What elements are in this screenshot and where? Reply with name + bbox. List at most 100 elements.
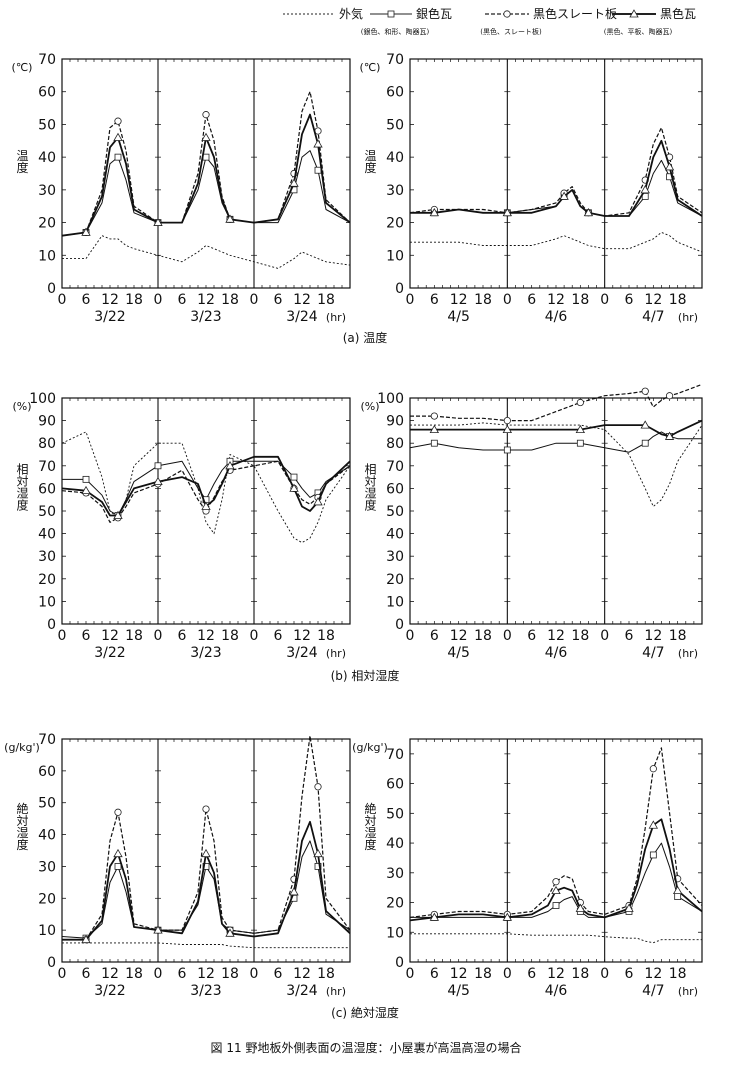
data-point-triangle xyxy=(153,476,163,486)
caption-absolute-humidity: (c) 絶対湿度 xyxy=(331,1005,399,1020)
x-date-label: 3/23 xyxy=(190,645,221,661)
x-tick-label: 12 xyxy=(547,292,565,308)
y-axis-unit: (g/kg') xyxy=(352,741,388,754)
series-line-3 xyxy=(61,113,351,237)
y-axis-label: 温度 xyxy=(15,149,29,173)
x-date-label: 3/24 xyxy=(286,983,318,999)
data-point-square xyxy=(641,439,649,447)
data-point-triangle xyxy=(624,903,634,912)
data-point-triangle xyxy=(583,207,594,217)
y-tick-label: 0 xyxy=(395,617,404,633)
data-point-triangle xyxy=(313,497,323,506)
y-tick-label: 0 xyxy=(47,617,56,633)
data-point-triangle xyxy=(575,424,586,434)
x-tick-label: 18 xyxy=(571,628,589,644)
y-tick-label: 40 xyxy=(38,150,56,166)
x-date-label: 4/7 xyxy=(642,309,665,325)
data-point-triangle xyxy=(113,510,123,519)
series-line-0 xyxy=(61,431,351,544)
y-tick-label: 20 xyxy=(38,216,56,232)
caption-temperature: (a) 温度 xyxy=(343,330,388,345)
legend-label: 銀色瓦 xyxy=(416,7,452,21)
y-tick-label: 100 xyxy=(377,391,404,407)
data-point-triangle xyxy=(502,424,513,434)
x-tick-label: 18 xyxy=(317,966,335,982)
y-tick-label: 50 xyxy=(38,504,56,520)
x-tick-label: 12 xyxy=(197,628,215,644)
data-point-triangle xyxy=(225,928,235,937)
x-tick-label: 0 xyxy=(250,966,259,982)
x-date-label: 3/22 xyxy=(94,983,125,999)
data-point-circle xyxy=(503,416,511,425)
series-line-1 xyxy=(61,840,351,939)
y-tick-label: 100 xyxy=(29,391,56,407)
data-point-circle xyxy=(665,392,674,400)
y-tick-label: 70 xyxy=(38,52,56,68)
legend-marker-triangle xyxy=(629,9,639,18)
data-point-triangle xyxy=(289,178,299,187)
x-tick-label: 12 xyxy=(644,292,662,308)
data-point-triangle xyxy=(225,460,235,470)
y-tick-label: 40 xyxy=(38,828,56,844)
x-tick-label: 12 xyxy=(293,966,311,982)
data-point-square xyxy=(202,153,210,161)
data-point-square xyxy=(114,153,122,161)
caption-relative-humidity: (b) 相対湿度 xyxy=(331,668,400,683)
y-tick-label: 30 xyxy=(386,183,404,199)
y-axis-unit: (℃) xyxy=(360,61,381,74)
y-tick-label: 30 xyxy=(386,866,404,882)
data-point-triangle xyxy=(672,885,683,895)
x-date-label: 3/22 xyxy=(94,309,125,325)
y-tick-label: 20 xyxy=(38,891,56,907)
x-tick-label: 12 xyxy=(101,292,119,308)
x-date-label: 3/22 xyxy=(94,645,125,661)
data-point-circle xyxy=(114,808,122,816)
y-tick-label: 70 xyxy=(38,459,56,475)
data-point-triangle xyxy=(640,185,650,194)
data-point-triangle xyxy=(201,501,211,510)
y-tick-label: 10 xyxy=(38,594,56,610)
series-line-2 xyxy=(410,383,703,422)
series-line-3 xyxy=(410,419,703,438)
x-date-label: 4/5 xyxy=(447,983,470,999)
series-line-3 xyxy=(61,455,351,517)
x-axis-unit: (hr) xyxy=(678,647,698,660)
y-tick-label: 20 xyxy=(386,572,404,588)
data-point-triangle xyxy=(559,191,569,200)
legend-item: 黒色瓦 (黒色、平板、陶器瓦) xyxy=(604,7,696,36)
legend-marker-square xyxy=(387,10,395,18)
x-tick-label: 0 xyxy=(58,966,67,982)
x-date-label: 4/6 xyxy=(545,983,568,999)
y-axis-unit: (g/kg') xyxy=(4,741,40,754)
legend-item: 外気 xyxy=(283,6,363,21)
x-tick-label: 12 xyxy=(450,628,468,644)
data-point-square xyxy=(154,462,162,470)
x-tick-label: 18 xyxy=(125,966,143,982)
data-point-square xyxy=(114,863,122,870)
x-tick-label: 6 xyxy=(274,966,283,982)
x-tick-label: 6 xyxy=(274,292,283,308)
legend-item: 黒色スレート板 (黒色、スレート板) xyxy=(480,7,617,36)
x-tick-label: 18 xyxy=(669,292,687,308)
x-tick-label: 12 xyxy=(547,628,565,644)
series-line-3 xyxy=(62,820,351,941)
x-tick-label: 0 xyxy=(154,966,163,982)
y-tick-label: 80 xyxy=(38,436,56,452)
x-tick-label: 12 xyxy=(197,966,215,982)
series-line-3 xyxy=(410,139,703,217)
legend: 外気 銀色瓦 (銀色、和形、陶器瓦) 黒色スレート板 (黒色、スレート板) 黒色瓦 (黒色、… xyxy=(283,6,696,36)
x-tick-label: 6 xyxy=(527,966,536,982)
data-point-circle xyxy=(114,117,122,125)
plot-frame xyxy=(409,58,703,289)
data-point-triangle xyxy=(429,912,440,921)
y-tick-label: 10 xyxy=(386,925,404,941)
x-tick-label: 18 xyxy=(474,292,492,308)
x-tick-label: 18 xyxy=(474,628,492,644)
x-tick-label: 18 xyxy=(317,628,335,644)
x-date-label: 4/6 xyxy=(545,309,568,325)
y-tick-label: 10 xyxy=(38,923,56,939)
x-tick-label: 6 xyxy=(625,292,634,308)
